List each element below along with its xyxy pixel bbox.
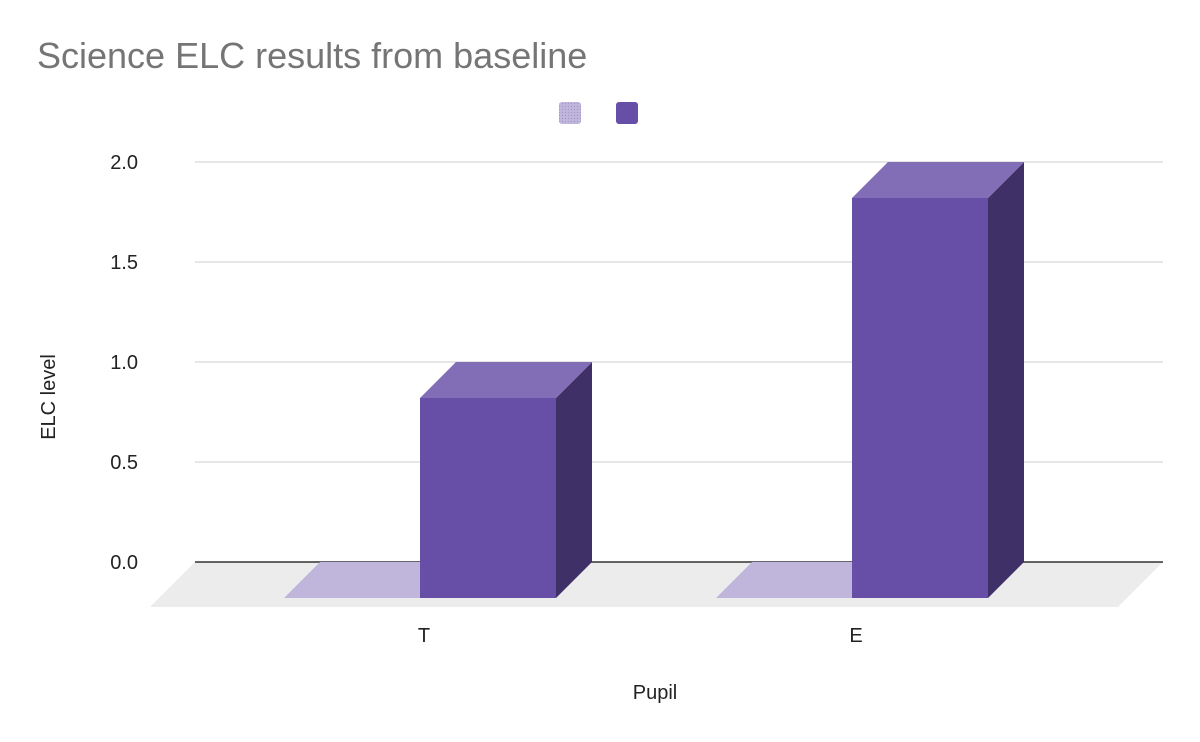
x-tick-label-E: E	[849, 625, 862, 647]
y-tick-label: 0.0	[110, 552, 138, 574]
y-axis-ticks: 0.0 0.5 1.0 1.5 2.0	[110, 152, 138, 574]
bar-T-series-2	[420, 362, 592, 598]
x-tick-label-T: T	[418, 625, 430, 647]
bar-flat-face	[716, 562, 888, 598]
bar-side-face	[988, 162, 1024, 598]
bar-E-series-2	[852, 162, 1024, 598]
chart-title: Science ELC results from baseline	[37, 35, 587, 76]
bar-flat-face	[284, 562, 456, 598]
y-axis-title: ELC level	[38, 354, 60, 440]
bar-front-face	[420, 398, 556, 598]
bar-top-face	[420, 362, 592, 398]
bar-side-face	[556, 362, 592, 598]
bar-E-series-1	[716, 562, 888, 598]
legend	[559, 102, 638, 124]
legend-swatch-series-2	[616, 102, 638, 124]
bar-T-series-1	[284, 562, 456, 598]
y-tick-label: 1.5	[110, 252, 138, 274]
y-tick-label: 1.0	[110, 352, 138, 374]
bars	[284, 162, 1024, 598]
y-tick-label: 0.5	[110, 452, 138, 474]
bar-front-face	[852, 198, 988, 598]
x-axis-title: Pupil	[633, 682, 677, 704]
y-tick-label: 2.0	[110, 152, 138, 174]
bar-top-face	[852, 162, 1024, 198]
legend-swatch-series-1	[559, 102, 581, 124]
